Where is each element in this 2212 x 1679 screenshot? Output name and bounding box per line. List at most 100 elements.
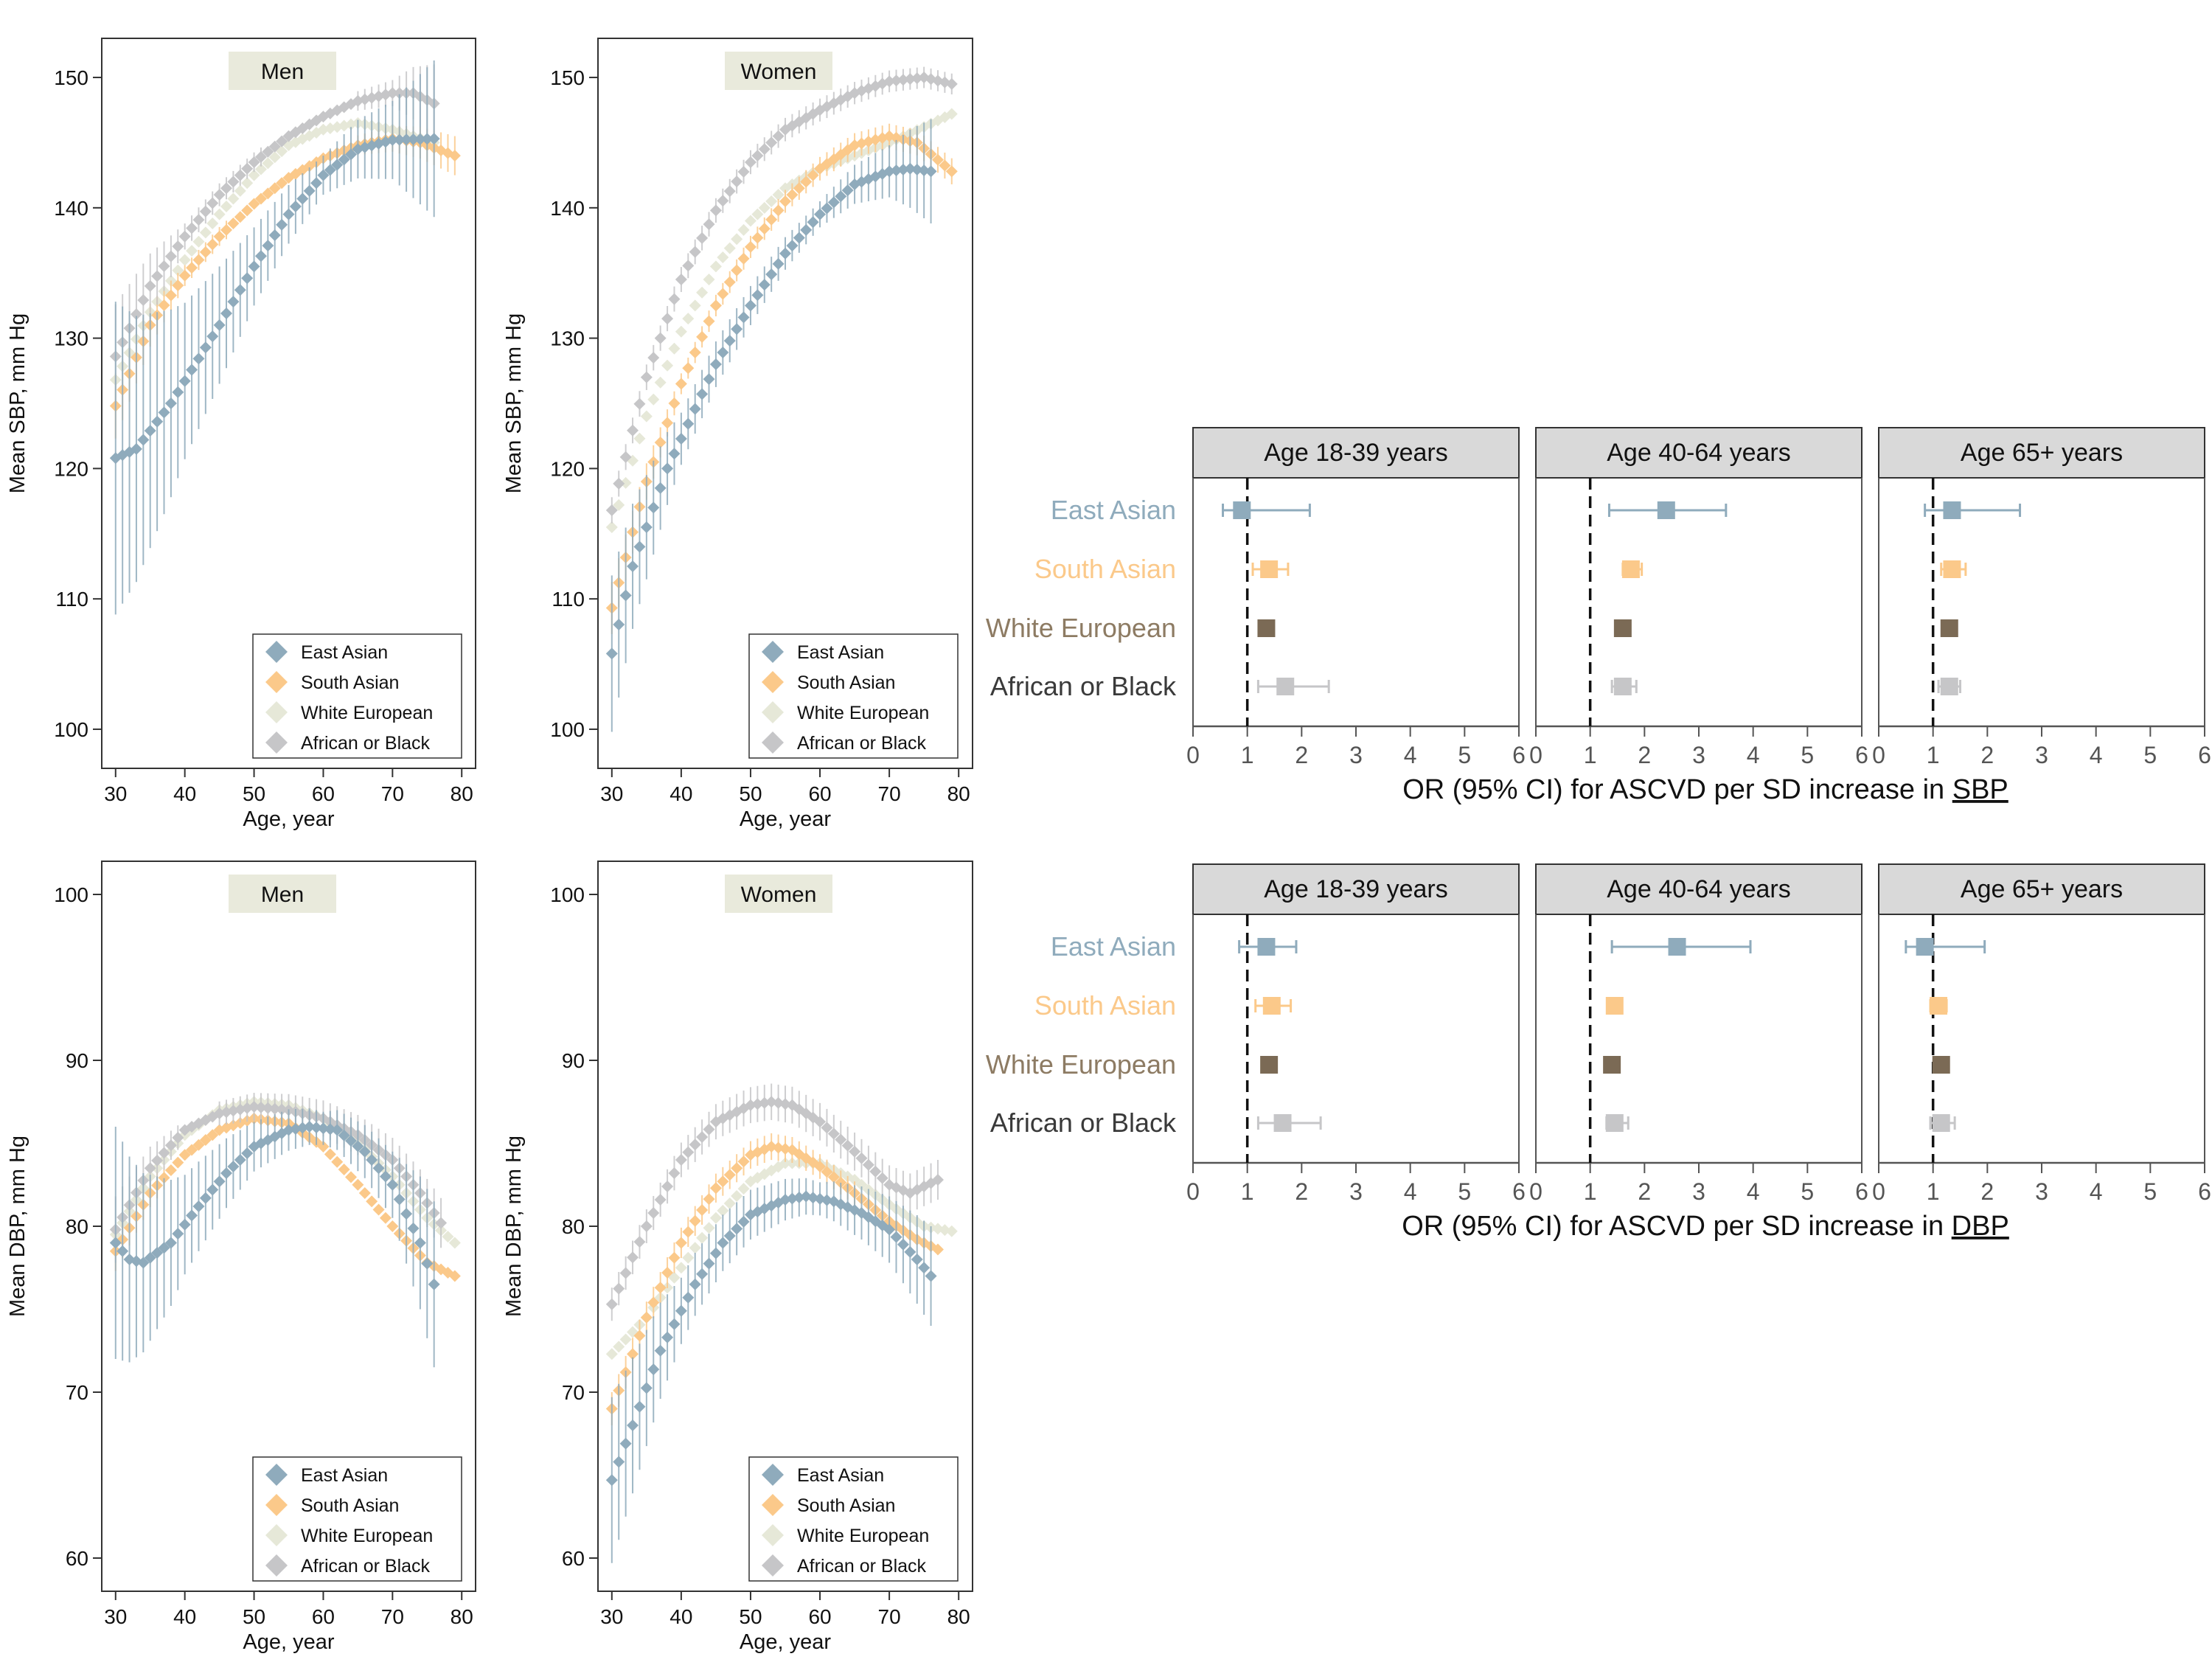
data-point-ea <box>317 1122 330 1135</box>
data-point-sa <box>661 1267 674 1279</box>
x-tick-label: 30 <box>104 782 127 805</box>
or-marker-we <box>1940 619 1958 637</box>
data-point-we <box>172 264 184 277</box>
data-point-sa <box>186 262 198 274</box>
y-tick-label: 90 <box>66 1049 88 1072</box>
data-point-ab <box>897 74 909 86</box>
x-tick-label: 2 <box>1295 1178 1308 1205</box>
data-point-we <box>248 169 260 181</box>
data-point-sa <box>945 165 958 178</box>
data-point-we <box>682 313 695 325</box>
data-point-ab <box>172 240 184 253</box>
data-point-ab <box>689 246 701 258</box>
y-tick-label: 150 <box>54 66 88 89</box>
legend-marker-sa <box>762 1494 784 1516</box>
data-point-ab <box>744 156 757 168</box>
or-marker-sa <box>1930 997 1948 1015</box>
data-point-ab <box>647 352 660 364</box>
data-point-sa <box>731 1162 743 1175</box>
data-point-ea <box>137 1256 150 1269</box>
data-point-we <box>709 260 722 273</box>
y-tick-label: 100 <box>550 883 585 906</box>
data-point-sa <box>717 1175 729 1188</box>
x-tick-label: 60 <box>808 1605 831 1628</box>
data-point-ab <box>841 1139 854 1152</box>
data-point-ea <box>627 560 639 572</box>
y-tick-label: 70 <box>66 1381 88 1404</box>
data-point-we <box>192 235 205 248</box>
row-label-ea: East Asian <box>1051 931 1176 962</box>
data-point-ea <box>627 1419 639 1431</box>
data-point-we <box>703 274 715 286</box>
data-point-we <box>772 189 785 201</box>
x-tick-label: 5 <box>1458 1178 1471 1205</box>
x-tick-label: 0 <box>1872 742 1885 768</box>
x-tick-label: 3 <box>1349 742 1363 768</box>
data-point-ea <box>918 1262 931 1274</box>
data-point-ab <box>619 1267 632 1279</box>
data-point-sa <box>448 1270 461 1282</box>
or-marker-ea <box>1668 938 1686 956</box>
data-point-ab <box>627 424 639 437</box>
data-point-sa <box>654 437 667 449</box>
panel-title-box <box>229 875 336 913</box>
data-point-ab <box>758 143 771 156</box>
data-point-sa <box>172 279 184 292</box>
x-tick-label: 1 <box>1241 742 1254 768</box>
legend-marker-we <box>265 1524 288 1546</box>
data-point-ea <box>213 319 226 331</box>
legend-label-sa: South Asian <box>301 1495 399 1516</box>
data-point-sa <box>627 1348 639 1360</box>
legend-frame <box>748 1456 959 1582</box>
data-point-we <box>206 218 219 230</box>
data-point-ea <box>414 133 426 145</box>
data-point-ea <box>827 196 840 209</box>
x-tick-label: 80 <box>947 1605 970 1628</box>
forest-panel-1: Age 18-39 years 0 1 2 3 4 5 6 <box>1186 863 1526 1205</box>
data-point-we <box>758 201 771 214</box>
or-marker-ab <box>1273 1114 1292 1132</box>
x-tick-label: 80 <box>947 782 970 805</box>
data-point-sa <box>765 213 778 226</box>
data-point-sa <box>723 276 736 288</box>
data-point-ea <box>345 1135 357 1147</box>
data-point-ab <box>675 1154 687 1166</box>
data-point-ea <box>414 1237 426 1249</box>
data-point-ab <box>640 1220 653 1232</box>
data-point-ab <box>633 1236 646 1248</box>
data-point-sa <box>668 397 681 409</box>
data-point-ea <box>386 1178 399 1191</box>
legend-label-ea: East Asian <box>301 1465 388 1486</box>
x-tick-label: 60 <box>808 782 831 805</box>
data-point-we <box>849 1174 861 1186</box>
panel-title: Men <box>261 60 304 84</box>
x-tick-label: 3 <box>1692 1178 1705 1205</box>
data-point-ab <box>904 73 917 86</box>
data-point-ea <box>731 323 743 336</box>
or-marker-ea <box>1916 938 1934 956</box>
data-point-ea <box>640 521 653 533</box>
data-point-sa <box>178 269 191 282</box>
x-tick-label: 4 <box>1404 1178 1417 1205</box>
x-tick-label: 5 <box>1801 742 1814 768</box>
data-point-ab <box>164 1139 177 1152</box>
y-tick-label: 80 <box>66 1215 88 1238</box>
x-tick-label: 50 <box>243 1605 265 1628</box>
data-point-ea <box>372 1162 385 1175</box>
data-point-we <box>855 1178 868 1191</box>
data-point-ab <box>220 182 232 195</box>
panel-header-label: Age 65+ years <box>1961 875 2123 903</box>
data-point-we <box>682 1251 695 1264</box>
data-point-sa <box>703 1193 715 1206</box>
x-tick-label: 1 <box>1927 1178 1940 1205</box>
data-point-ea <box>758 279 771 291</box>
legend-label-sa: South Asian <box>797 1495 895 1516</box>
data-point-ea <box>421 133 434 145</box>
data-point-ea <box>324 164 336 176</box>
forest-panel-2: Age 40-64 years 0 1 2 3 4 5 6 <box>1529 863 1868 1205</box>
data-point-ea <box>393 1193 406 1206</box>
data-point-ea <box>835 190 847 203</box>
y-tick-label: 60 <box>66 1547 88 1570</box>
data-point-sa <box>737 1155 750 1168</box>
data-point-sa <box>640 1311 653 1324</box>
